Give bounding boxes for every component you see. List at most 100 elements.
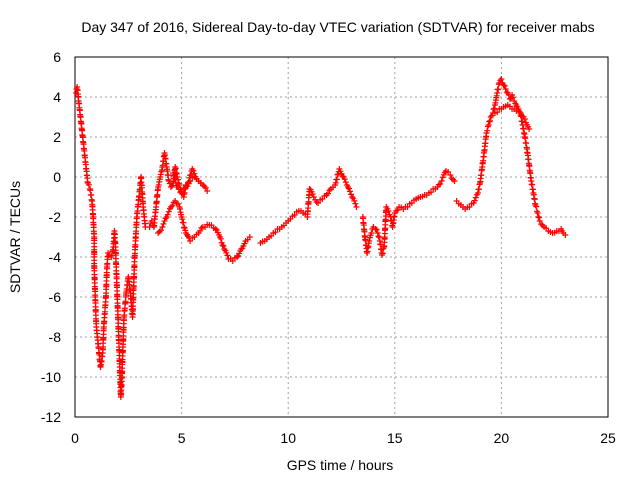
- data-point: [197, 180, 204, 186]
- data-point: [484, 123, 491, 130]
- data-point: [167, 184, 174, 190]
- data-point: [486, 118, 493, 125]
- data-point: [348, 191, 355, 198]
- data-point: [220, 243, 227, 250]
- y-tick-label: 6: [53, 49, 61, 65]
- data-point: [155, 230, 162, 236]
- data-point: [448, 175, 455, 182]
- data-point: [85, 181, 92, 188]
- data-point: [490, 106, 497, 113]
- data-point: [187, 238, 194, 244]
- data-point: [366, 238, 373, 244]
- data-point: [157, 227, 164, 234]
- data-point: [466, 204, 473, 210]
- data-point: [379, 250, 386, 257]
- data-point: [342, 179, 349, 186]
- data-point: [534, 210, 541, 216]
- data-point: [351, 197, 358, 204]
- data-point: [291, 212, 298, 218]
- data-point: [315, 200, 322, 206]
- data-point: [234, 254, 241, 260]
- data-point: [324, 190, 331, 197]
- data-point: [170, 199, 177, 206]
- data-point: [219, 242, 226, 249]
- data-point: [487, 117, 494, 124]
- data-point: [498, 76, 505, 82]
- data-point: [487, 114, 494, 120]
- data-point: [187, 171, 194, 178]
- data-point: [500, 82, 507, 88]
- data-point: [181, 224, 188, 231]
- data-point: [169, 202, 176, 209]
- data-point: [536, 218, 543, 224]
- data-point: [438, 178, 445, 184]
- data-point: [190, 167, 197, 174]
- data-point: [373, 226, 380, 233]
- data-point: [197, 227, 204, 234]
- data-point: [445, 168, 452, 175]
- data-point: [185, 178, 192, 185]
- data-point: [229, 258, 236, 264]
- x-tick-label: 10: [280, 430, 296, 446]
- y-axis-label: SDTVAR / TECUs: [7, 181, 23, 293]
- chart-title: Day 347 of 2016, Sidereal Day-to-day VTE…: [81, 19, 594, 35]
- data-point: [516, 108, 523, 115]
- data-point: [502, 86, 509, 92]
- data-point: [204, 188, 211, 194]
- data-point: [437, 180, 444, 187]
- data-point: [172, 175, 179, 182]
- data-point: [160, 220, 167, 227]
- data-point: [374, 230, 381, 236]
- data-point: [272, 229, 279, 236]
- data-point: [334, 171, 341, 178]
- data-point: [404, 204, 411, 210]
- data-point: [238, 246, 245, 252]
- data-point: [180, 219, 187, 226]
- data-point: [224, 252, 231, 259]
- data-point: [538, 221, 545, 228]
- x-tick-label: 25: [600, 430, 616, 446]
- data-point: [394, 207, 401, 214]
- data-point: [161, 218, 168, 225]
- data-point: [156, 228, 163, 235]
- data-point: [471, 197, 478, 204]
- data-point: [217, 235, 224, 242]
- data-point: [484, 127, 491, 134]
- plot-frame: [74, 56, 609, 418]
- data-point: [485, 122, 492, 128]
- data-point: [350, 195, 357, 202]
- data-point: [506, 96, 513, 102]
- data-point: [172, 179, 179, 186]
- data-point: [165, 208, 172, 215]
- data-point: [536, 214, 543, 221]
- data-point: [164, 211, 171, 218]
- axis-ticks: 0 5 10 15 20 25 -12 -10 -8 -6 -4 -2 0 2 4 6: [41, 49, 616, 446]
- y-tick-label: -2: [49, 209, 62, 225]
- data-point: [510, 94, 517, 101]
- data-point: [535, 213, 542, 220]
- y-tick-label: 2: [53, 129, 61, 145]
- data-point: [352, 200, 359, 207]
- data-point: [319, 196, 326, 202]
- data-point: [562, 232, 569, 238]
- data-point: [212, 226, 219, 232]
- data-point: [353, 204, 360, 210]
- data-point: [345, 185, 352, 192]
- data-point: [184, 180, 191, 186]
- data-point: [349, 194, 356, 200]
- y-tick-label: -6: [49, 289, 62, 305]
- data-point: [309, 191, 316, 198]
- x-tick-label: 5: [178, 430, 186, 446]
- data-markers: [73, 76, 569, 400]
- data-point: [175, 176, 182, 183]
- data-point: [376, 234, 383, 241]
- data-point: [368, 230, 375, 236]
- data-point: [198, 224, 205, 231]
- data-point: [428, 189, 435, 196]
- grid-lines: [75, 57, 608, 417]
- data-point: [170, 170, 177, 176]
- data-point: [332, 179, 339, 186]
- x-tick-label: 20: [494, 430, 510, 446]
- data-point: [375, 233, 382, 240]
- x-tick-label: 15: [387, 430, 403, 446]
